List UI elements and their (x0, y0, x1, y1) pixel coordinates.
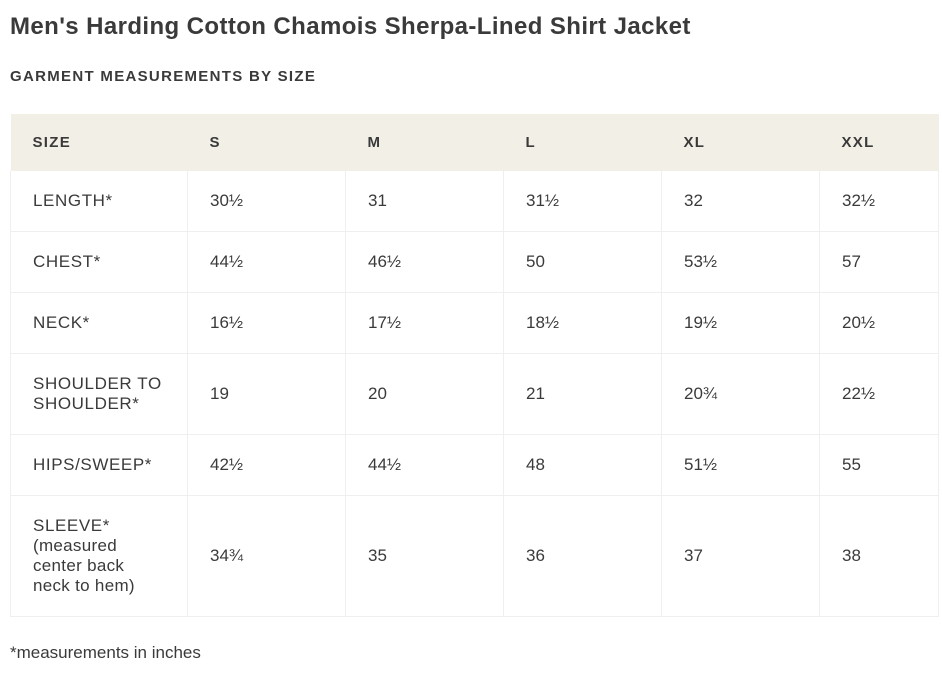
cell-value: 20¾ (661, 353, 820, 435)
cell-value: 53½ (661, 231, 820, 293)
cell-value: 37 (661, 495, 820, 617)
column-header: XL (661, 114, 820, 171)
cell-value: 44½ (187, 231, 346, 293)
cell-value: 34¾ (187, 495, 346, 617)
cell-value: 22½ (819, 353, 939, 435)
table-row: HIPS/SWEEP* 42½ 44½ 48 51½ 55 (10, 434, 939, 496)
row-label-text: LENGTH* (33, 191, 113, 210)
cell-value: 19 (187, 353, 346, 435)
cell-value: 31½ (503, 171, 662, 232)
row-label: HIPS/SWEEP* (10, 434, 188, 496)
row-label-text: SHOULDER TO SHOULDER* (33, 374, 162, 413)
size-table-body: LENGTH* 30½ 31 31½ 32 32½ CHEST* 44½ 46½ 50 53½ 57 N… (10, 171, 939, 617)
size-table-header: SIZE S M L XL XXL (10, 114, 939, 171)
row-label-text: SLEEVE* (33, 516, 110, 535)
cell-value: 44½ (345, 434, 504, 496)
header-row: SIZE S M L XL XXL (10, 114, 939, 171)
cell-value: 20 (345, 353, 504, 435)
cell-value: 21 (503, 353, 662, 435)
table-row: SLEEVE* (measured center back neck to hem… (10, 495, 939, 617)
cell-value: 36 (503, 495, 662, 617)
column-header: M (345, 114, 504, 171)
cell-value: 42½ (187, 434, 346, 496)
column-header: XXL (819, 114, 939, 171)
row-label-text: NECK* (33, 313, 90, 332)
cell-value: 16½ (187, 292, 346, 354)
cell-value: 55 (819, 434, 939, 496)
row-label-text: CHEST* (33, 252, 101, 271)
row-label-note: (measured center back neck to hem) (33, 536, 135, 595)
table-row: SHOULDER TO SHOULDER* 19 20 21 20¾ 22½ (10, 353, 939, 435)
column-header: L (503, 114, 662, 171)
cell-value: 20½ (819, 292, 939, 354)
cell-value: 32 (661, 171, 820, 232)
cell-value: 51½ (661, 434, 820, 496)
cell-value: 30½ (187, 171, 346, 232)
cell-value: 35 (345, 495, 504, 617)
cell-value: 57 (819, 231, 939, 293)
size-table: SIZE S M L XL XXL LENGTH* 30½ 31 31½ 32 32½ CHEST* 4… (10, 114, 939, 617)
row-label: SHOULDER TO SHOULDER* (10, 353, 188, 435)
cell-value: 31 (345, 171, 504, 232)
cell-value: 19½ (661, 292, 820, 354)
footnote: *measurements in inches (10, 643, 201, 662)
table-row: NECK* 16½ 17½ 18½ 19½ 20½ (10, 292, 939, 354)
row-label-text: HIPS/SWEEP* (33, 455, 153, 474)
table-row: CHEST* 44½ 46½ 50 53½ 57 (10, 231, 939, 293)
page-title: Men's Harding Cotton Chamois Sherpa-Line… (10, 13, 691, 40)
cell-value: 18½ (503, 292, 662, 354)
row-label: NECK* (10, 292, 188, 354)
column-header-size: SIZE (10, 114, 188, 171)
section-heading: GARMENT MEASUREMENTS BY SIZE (10, 68, 317, 85)
table-row: LENGTH* 30½ 31 31½ 32 32½ (10, 171, 939, 232)
column-header: S (187, 114, 346, 171)
row-label: LENGTH* (10, 171, 188, 232)
row-label: CHEST* (10, 231, 188, 293)
cell-value: 32½ (819, 171, 939, 232)
cell-value: 46½ (345, 231, 504, 293)
cell-value: 48 (503, 434, 662, 496)
cell-value: 38 (819, 495, 939, 617)
cell-value: 17½ (345, 292, 504, 354)
cell-value: 50 (503, 231, 662, 293)
row-label: SLEEVE* (measured center back neck to hem… (10, 495, 188, 617)
